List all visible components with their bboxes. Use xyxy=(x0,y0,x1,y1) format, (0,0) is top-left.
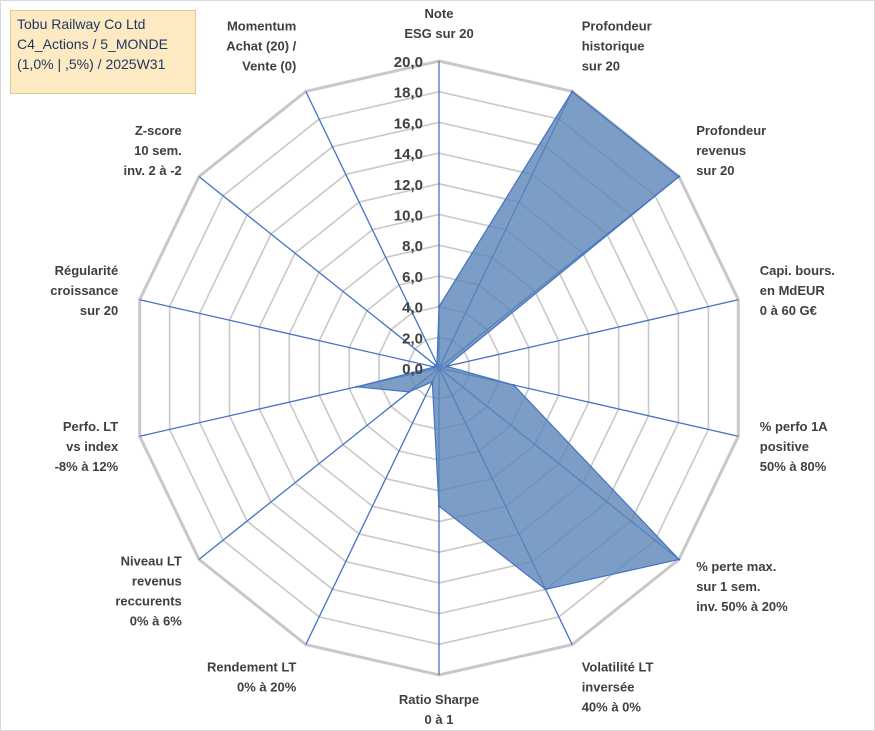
axis-label-line: % perfo 1A xyxy=(760,419,829,434)
axis-label-line: revenus xyxy=(696,143,746,158)
title-line-1: Tobu Railway Co Ltd xyxy=(17,16,146,32)
series-point xyxy=(437,504,441,508)
axis-label: Niveau LT revenus reccurents 0% à 6% xyxy=(115,554,182,629)
axis-label-line: historique xyxy=(582,39,645,54)
axis-label-line: Note xyxy=(425,6,454,21)
axis-label: Ratio Sharpe 0 à 1 xyxy=(399,692,479,727)
axis-label-line: sur 1 sem. xyxy=(696,579,760,594)
axis-label-line: 0% à 6% xyxy=(130,614,182,629)
series-point xyxy=(431,380,434,383)
radar-series xyxy=(355,90,681,591)
axis-spoke xyxy=(139,299,440,369)
axis-label-line: en MdEUR xyxy=(760,283,826,298)
axis-label: % perte max. sur 1 sem. inv. 50% à 20% xyxy=(696,559,788,614)
axis-label: Z-score 10 sem. inv. 2 à -2 xyxy=(124,123,182,178)
series-point xyxy=(512,383,515,387)
axis-label-line: 10 sem. xyxy=(134,143,182,158)
tick-label: 20,0 xyxy=(394,54,423,71)
title-line-2: C4_Actions / 5_MONDE xyxy=(17,36,168,52)
axis-label-line: inversée xyxy=(582,679,635,694)
axis-label-line: 40% à 0% xyxy=(582,699,642,714)
axis-label-line: ESG sur 20 xyxy=(404,26,473,41)
axis-label-line: Achat (20) / xyxy=(226,39,296,54)
tick-label: 12,0 xyxy=(394,177,423,194)
radar-tick-labels: 0,0 2,0 4,0 6,0 8,0 10,0 12,0 14,0 16,0 18,0 20,0 xyxy=(394,54,423,378)
axis-label-line: 0% à 20% xyxy=(237,679,297,694)
axis-label-line: Momentum xyxy=(227,19,296,34)
axis-label: Régularité croissance sur 20 xyxy=(50,263,118,318)
axis-label-line: Vente (0) xyxy=(242,59,296,74)
series-point xyxy=(544,588,547,591)
axis-label-line: Profondeur xyxy=(696,123,766,138)
axis-label-line: revenus xyxy=(132,574,182,589)
axis-label-line: 0 à 1 xyxy=(425,712,454,727)
axis-label: Profondeur historique sur 20 xyxy=(582,19,652,74)
axis-label: Volatilité LT inversée 40% à 0% xyxy=(582,659,654,714)
axis-label-line: Régularité xyxy=(55,263,119,278)
tick-label: 10,0 xyxy=(394,208,423,225)
axis-label-line: Rendement LT xyxy=(207,659,296,674)
series-point xyxy=(435,362,439,366)
axis-label-line: sur 20 xyxy=(696,163,734,178)
tick-label: 8,0 xyxy=(402,238,423,255)
axis-label-line: Ratio Sharpe xyxy=(399,692,479,707)
axis-label-line: reccurents xyxy=(115,594,181,609)
axis-spoke xyxy=(305,367,440,645)
axis-label-line: vs index xyxy=(66,439,119,454)
axis-label-line: sur 20 xyxy=(582,59,620,74)
axis-label-line: Niveau LT xyxy=(121,554,182,569)
axis-label: Rendement LT 0% à 20% xyxy=(207,659,297,694)
tick-label: 18,0 xyxy=(394,85,423,102)
series-point xyxy=(677,558,681,561)
axis-spoke xyxy=(198,176,440,369)
axis-label: % perfo 1A positive 50% à 80% xyxy=(760,419,829,474)
axis-label-line: -8% à 12% xyxy=(55,459,119,474)
axis-label-line: sur 20 xyxy=(80,303,118,318)
series-point xyxy=(407,390,411,394)
tick-label: 0,0 xyxy=(402,361,423,378)
tick-label: 6,0 xyxy=(402,269,423,286)
axis-label-line: Perfo. LT xyxy=(63,419,118,434)
axis-label: Capi. bours. en MdEUR 0 à 60 G€ xyxy=(760,263,835,318)
axis-label-line: inv. 50% à 20% xyxy=(696,599,788,614)
series-point xyxy=(445,365,448,368)
tick-label: 16,0 xyxy=(394,115,423,132)
tick-label: 2,0 xyxy=(402,330,423,347)
axis-label: Profondeur revenus sur 20 xyxy=(696,123,766,178)
series-point xyxy=(437,305,441,308)
axis-label-line: Profondeur xyxy=(582,19,652,34)
tick-label: 4,0 xyxy=(402,300,423,317)
radar-axis-labels: Note ESG sur 20 Profondeur historique sur 20… xyxy=(50,6,835,727)
series-point xyxy=(433,365,436,369)
axis-label-line: % perte max. xyxy=(696,559,776,574)
axis-label-line: Volatilité LT xyxy=(582,659,654,674)
axis-label: Perfo. LT vs index -8% à 12% xyxy=(55,419,119,474)
chart-title-box: Tobu Railway Co Ltd C4_Actions / 5_MONDE… xyxy=(10,10,196,94)
axis-spoke xyxy=(198,367,440,560)
axis-label-line: Z-score xyxy=(135,123,182,138)
series-point xyxy=(677,175,681,178)
axis-label-line: positive xyxy=(760,439,809,454)
series-point xyxy=(571,90,574,93)
axis-label-line: 50% à 80% xyxy=(760,459,827,474)
axis-spoke xyxy=(438,299,739,369)
axis-label-line: 0 à 60 G€ xyxy=(760,303,817,318)
axis-spoke xyxy=(305,91,440,369)
axis-label: Momentum Achat (20) / Vente (0) xyxy=(226,19,296,74)
axis-label-line: Capi. bours. xyxy=(760,263,835,278)
tick-label: 14,0 xyxy=(394,146,423,163)
axis-label-line: croissance xyxy=(50,283,118,298)
series-point xyxy=(355,385,358,388)
axis-label: Note ESG sur 20 xyxy=(404,6,473,41)
axis-label-line: inv. 2 à -2 xyxy=(124,163,182,178)
title-line-3: (1,0% | ,5%) / 2025W31 xyxy=(17,56,166,72)
